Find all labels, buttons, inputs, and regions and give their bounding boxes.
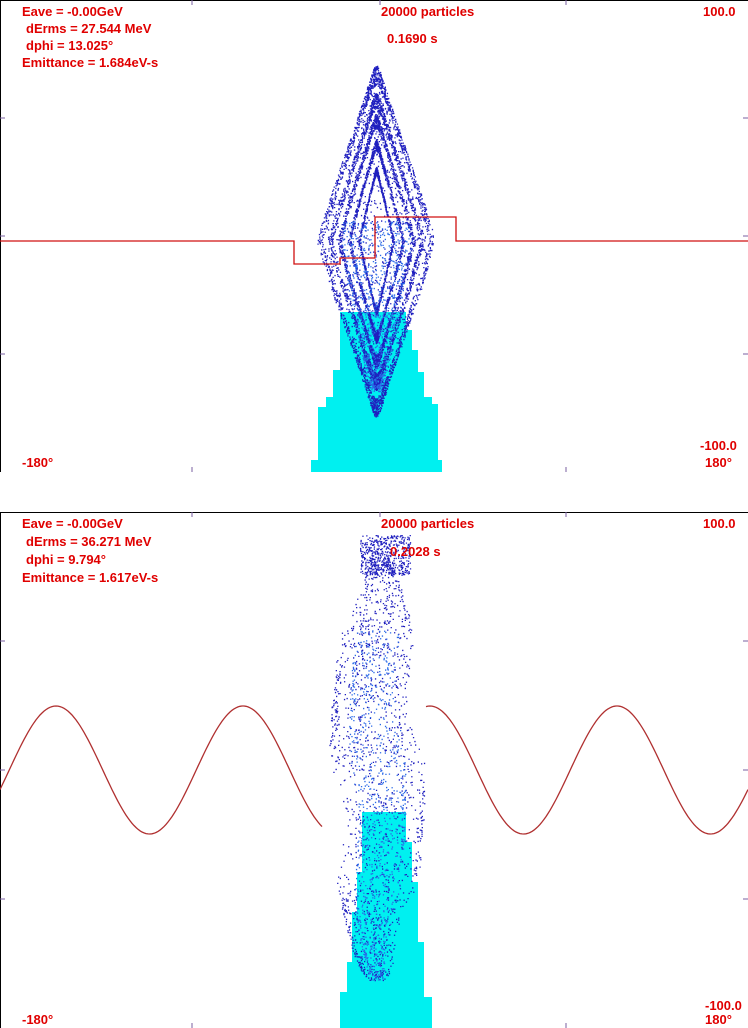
- time-label: 0.1690 s: [387, 31, 438, 46]
- y-max-label: 100.0: [703, 516, 736, 531]
- rf-voltage-curve: [0, 216, 748, 265]
- eave-label: Eave = -0.00GeV: [22, 516, 123, 531]
- derms-label: dErms = 36.271 MeV: [26, 534, 152, 549]
- x-min-label: -180°: [22, 1012, 54, 1027]
- x-max-label: 180°: [705, 1012, 732, 1027]
- particle-core: [349, 630, 407, 981]
- histogram: [333, 812, 432, 1028]
- rf-voltage-curve: [0, 705, 748, 835]
- particle-count-label: 20000 particles: [381, 516, 475, 531]
- y-max-label: 100.0: [703, 4, 736, 19]
- phase-space-plot-1: [0, 0, 748, 472]
- eave-label: Eave = -0.00GeV: [22, 4, 123, 19]
- emittance-label: Emittance = 1.617eV-s: [22, 570, 159, 585]
- y-min-label: -100.0: [700, 438, 737, 453]
- time-label: 0.2028 s: [390, 544, 441, 559]
- phase-space-plot-2: [0, 512, 748, 1028]
- derms-label: dErms = 27.544 MeV: [26, 21, 152, 36]
- histogram: [311, 312, 442, 472]
- emittance-label: Emittance = 1.684eV-s: [22, 55, 159, 70]
- dphi-label: dphi = 9.794°: [26, 552, 106, 567]
- phase-space-panel-1: Eave = -0.00GeV dErms = 27.544 MeV dphi …: [0, 0, 748, 472]
- phase-space-panel-2: Eave = -0.00GeV dErms = 36.271 MeV dphi …: [0, 512, 748, 1028]
- dphi-label: dphi = 13.025°: [26, 38, 114, 53]
- y-min-label: -100.0: [705, 998, 742, 1013]
- particle-core: [342, 221, 413, 393]
- particle-count-label: 20000 particles: [381, 4, 475, 19]
- x-min-label: -180°: [22, 455, 54, 470]
- x-max-label: 180°: [705, 455, 732, 470]
